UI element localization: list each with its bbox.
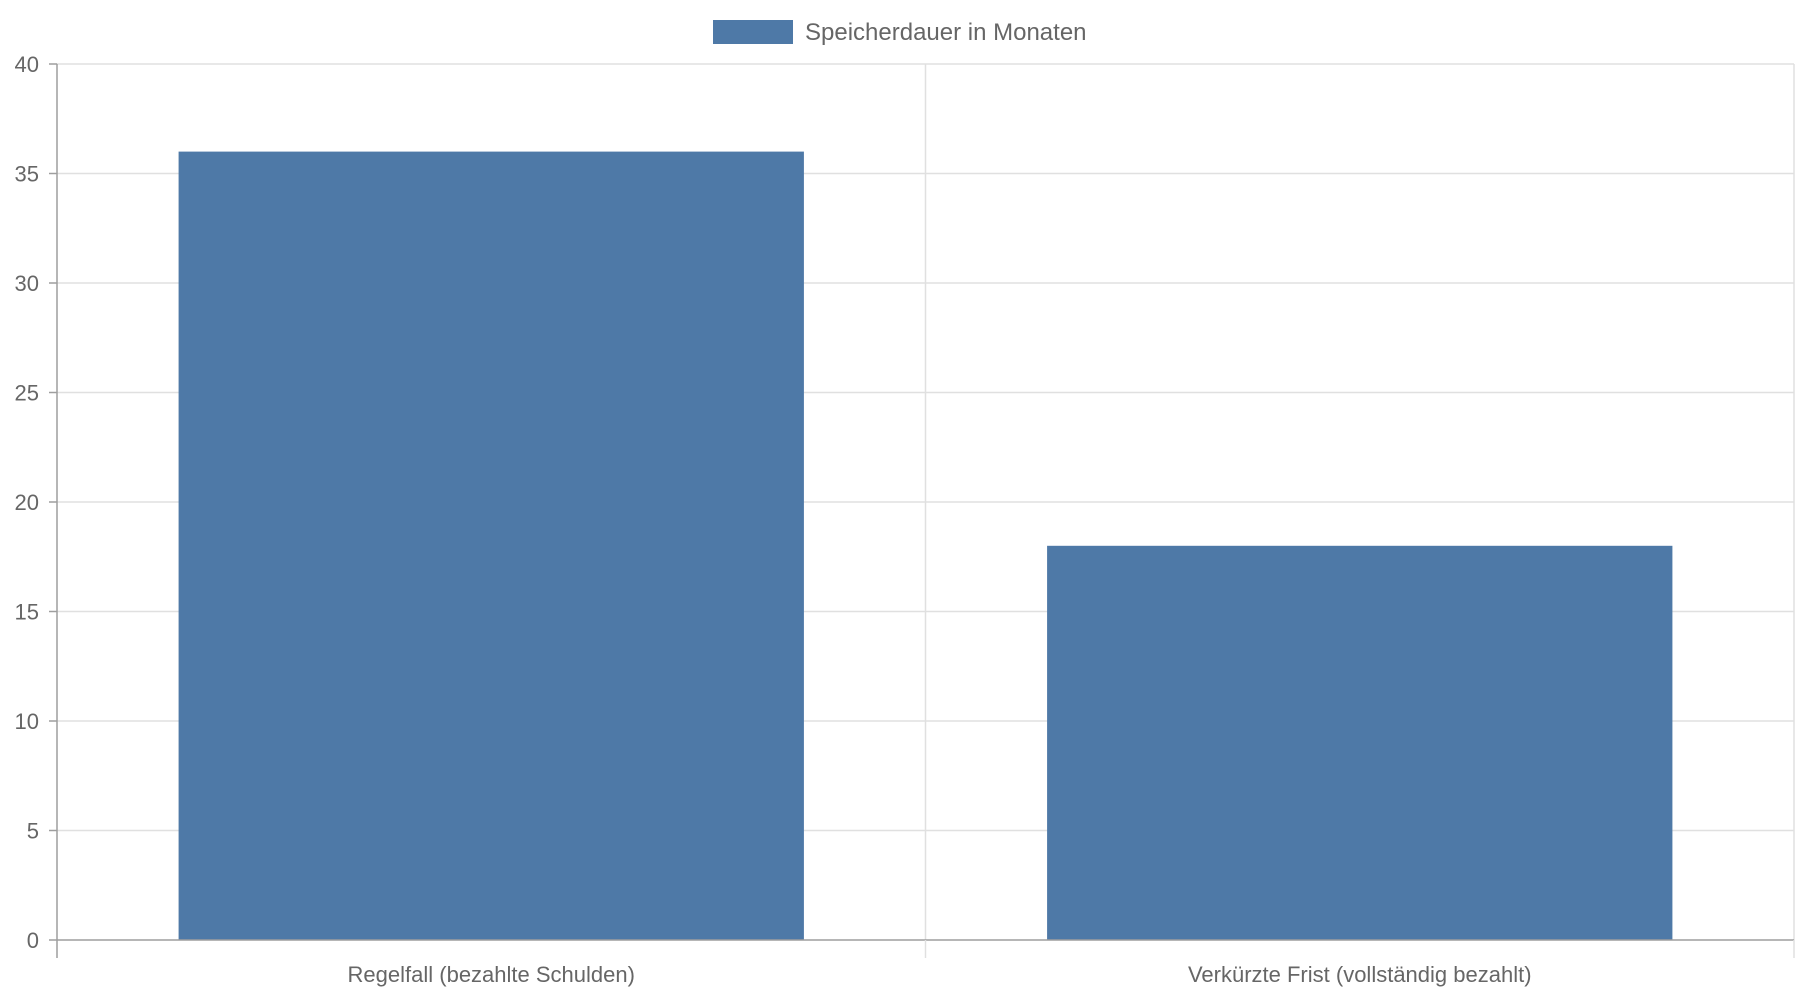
x-tick-label: Regelfall (bezahlte Schulden) (348, 962, 635, 987)
y-tick-label: 5 (27, 819, 39, 844)
y-tick-label: 35 (15, 162, 39, 187)
y-tick-label: 10 (15, 709, 39, 734)
legend: Speicherdauer in Monaten (713, 19, 1087, 46)
bar (1047, 545, 1673, 940)
y-tick-label: 40 (15, 52, 39, 77)
bars (178, 151, 1673, 941)
x-tick-label: Verkürzte Frist (vollständig bezahlt) (1188, 962, 1532, 987)
y-tick-label: 25 (15, 381, 39, 406)
bar (178, 151, 804, 941)
y-tick-label: 15 (15, 600, 39, 625)
y-tick-label: 30 (15, 271, 39, 296)
y-tick-label: 20 (15, 490, 39, 515)
y-axis-ticks: 0 5 10 15 20 25 30 35 40 (15, 52, 57, 953)
y-tick-label: 0 (27, 928, 39, 953)
legend-swatch (713, 20, 793, 44)
x-axis-ticks: Regelfall (bezahlte Schulden) Verkürzte F… (56, 940, 1795, 987)
legend-label: Speicherdauer in Monaten (805, 19, 1087, 46)
